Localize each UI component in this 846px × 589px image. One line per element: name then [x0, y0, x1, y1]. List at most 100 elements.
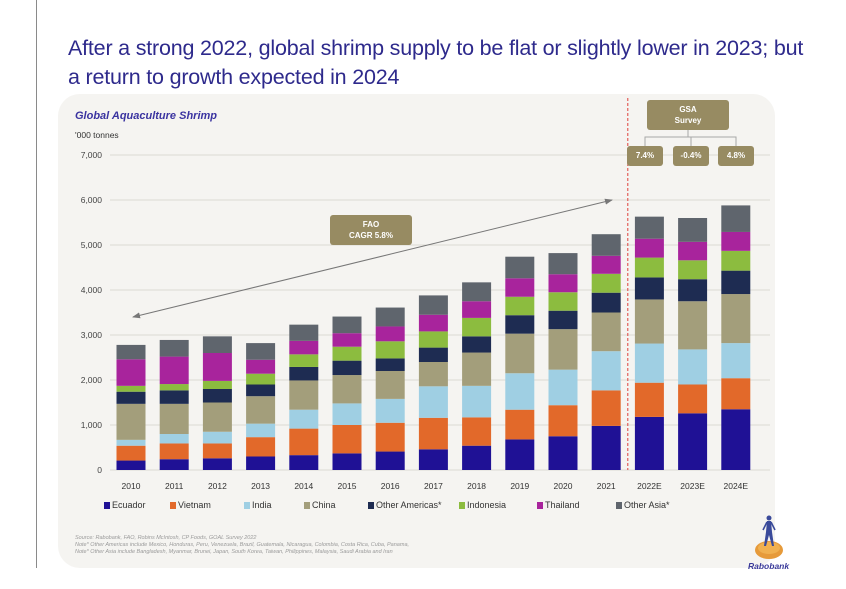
bar-stack-2018 [462, 282, 492, 470]
bar-segment-thailand [591, 255, 621, 274]
bar-segment-thailand [289, 340, 319, 355]
bar-stack-2021 [591, 234, 621, 470]
bar-segment-indonesia [462, 317, 492, 337]
bar-segment-china [332, 375, 362, 404]
bar-segment-thailand [634, 238, 664, 258]
source-line: Source: Rabobank, FAO, Robins McIntosh, … [75, 535, 257, 541]
bar-segment-other-americas [591, 292, 621, 313]
bar-segment-indonesia [678, 260, 708, 280]
bar-segment-indonesia [505, 296, 535, 316]
x-tick-label: 2015 [338, 481, 357, 491]
fao-label-line1: FAO [362, 220, 380, 229]
x-tick-label: 2023E [680, 481, 705, 491]
bar-stack-2015 [332, 316, 362, 470]
legend-label: China [312, 500, 336, 510]
gsa-survey-label: GSA Survey [647, 100, 729, 130]
y-tick-label: 1,000 [81, 420, 103, 430]
bar-segment-other-americas [634, 277, 664, 300]
bar-stack-2020 [548, 253, 578, 470]
bar-segment-ecuador [159, 459, 189, 470]
bar-segment-other-americas [116, 391, 146, 404]
legend-swatch [244, 501, 250, 509]
bar-segment-thailand [332, 333, 362, 347]
bar-segment-ecuador [678, 413, 708, 470]
bar-segment-other-asia [116, 344, 146, 360]
x-tick-label: 2017 [424, 481, 443, 491]
bar-stack-2019 [505, 256, 535, 470]
bar-segment-china [721, 294, 751, 344]
bar-segment-china [548, 329, 578, 370]
bar-segment-china [505, 333, 535, 374]
bar-segment-india [462, 385, 492, 418]
slide-headline: After a strong 2022, global shrimp suppl… [68, 36, 804, 89]
bar-segment-india [289, 409, 319, 429]
bar-segment-china [462, 352, 492, 386]
bar-segment-thailand [678, 241, 708, 261]
bar-segment-other-americas [418, 347, 448, 362]
bar-segment-other-asia [721, 205, 751, 232]
bar-segment-thailand [548, 274, 578, 293]
bar-segment-india [159, 434, 189, 444]
legend-label: Thailand [545, 500, 580, 510]
bar-segment-china [375, 371, 405, 399]
x-tick-label: 2018 [467, 481, 486, 491]
bar-segment-ecuador [462, 445, 492, 470]
bar-segment-vietnam [591, 390, 621, 426]
gsa-connectors [644, 130, 737, 146]
bar-segment-other-asia [634, 216, 664, 239]
gsa-growth-2024: 4.8% [718, 146, 754, 166]
bar-stack-2024E [721, 205, 751, 470]
bar-segment-other-asia [505, 256, 535, 279]
bar-segment-vietnam [116, 445, 146, 461]
bar-segment-thailand [505, 278, 535, 297]
bar-segment-india [332, 403, 362, 425]
y-tick-label: 3,000 [81, 330, 103, 340]
x-tick-label: 2020 [554, 481, 573, 491]
bar-segment-thailand [246, 359, 276, 374]
bar-segment-china [418, 362, 448, 387]
bar-segment-thailand [159, 356, 189, 385]
x-tick-label: 2011 [165, 481, 184, 491]
bar-segment-other-americas [246, 384, 276, 397]
bar-segment-other-americas [159, 390, 189, 404]
legend-item: Other Asia* [616, 500, 670, 510]
bar-segment-china [634, 299, 664, 344]
bar-segment-ecuador [375, 451, 405, 470]
legend-label: Other Asia* [624, 500, 670, 510]
legend-label: Vietnam [178, 500, 211, 510]
legend-label: Indonesia [467, 500, 507, 510]
bar-segment-china [159, 403, 189, 434]
bar-segment-vietnam [332, 425, 362, 454]
note-other-americas: Note* Other Americas include Mexico, Hon… [75, 542, 410, 548]
y-axis-ticks: 0 1,000 2,000 3,000 4,000 5,000 6,000 7,000 [81, 150, 103, 475]
bar-stack-2022E [634, 216, 664, 470]
x-tick-label: 2014 [294, 481, 313, 491]
bar-segment-indonesia [202, 380, 232, 389]
bar-segment-other-asia [332, 316, 362, 334]
legend-item: Indonesia [459, 500, 506, 510]
bar-stack-2010 [116, 344, 146, 470]
bar-segment-indonesia [159, 384, 189, 391]
bar-segment-vietnam [462, 417, 492, 446]
bar-stack-2011 [159, 339, 189, 470]
bar-segment-india [505, 373, 535, 410]
bar-segment-other-asia [246, 343, 276, 360]
x-tick-label: 2019 [510, 481, 529, 491]
bar-stack-2017 [418, 295, 448, 470]
bar-segment-other-americas [462, 336, 492, 353]
bar-segment-indonesia [721, 250, 751, 271]
bar-segment-ecuador [418, 449, 448, 470]
bar-segment-india [116, 439, 146, 446]
bar-segment-indonesia [634, 257, 664, 278]
x-tick-label: 2016 [381, 481, 400, 491]
bar-segment-vietnam [375, 422, 405, 452]
bar-segment-other-americas [202, 389, 232, 403]
bar-segment-china [678, 301, 708, 350]
bar-segment-ecuador [505, 439, 535, 470]
bar-segment-other-asia [418, 295, 448, 315]
bar-segment-indonesia [289, 354, 319, 367]
bar-segment-other-asia [591, 234, 621, 256]
bar-segment-ecuador [634, 416, 664, 470]
legend-swatch [304, 501, 310, 509]
bar-segment-vietnam [505, 409, 535, 440]
